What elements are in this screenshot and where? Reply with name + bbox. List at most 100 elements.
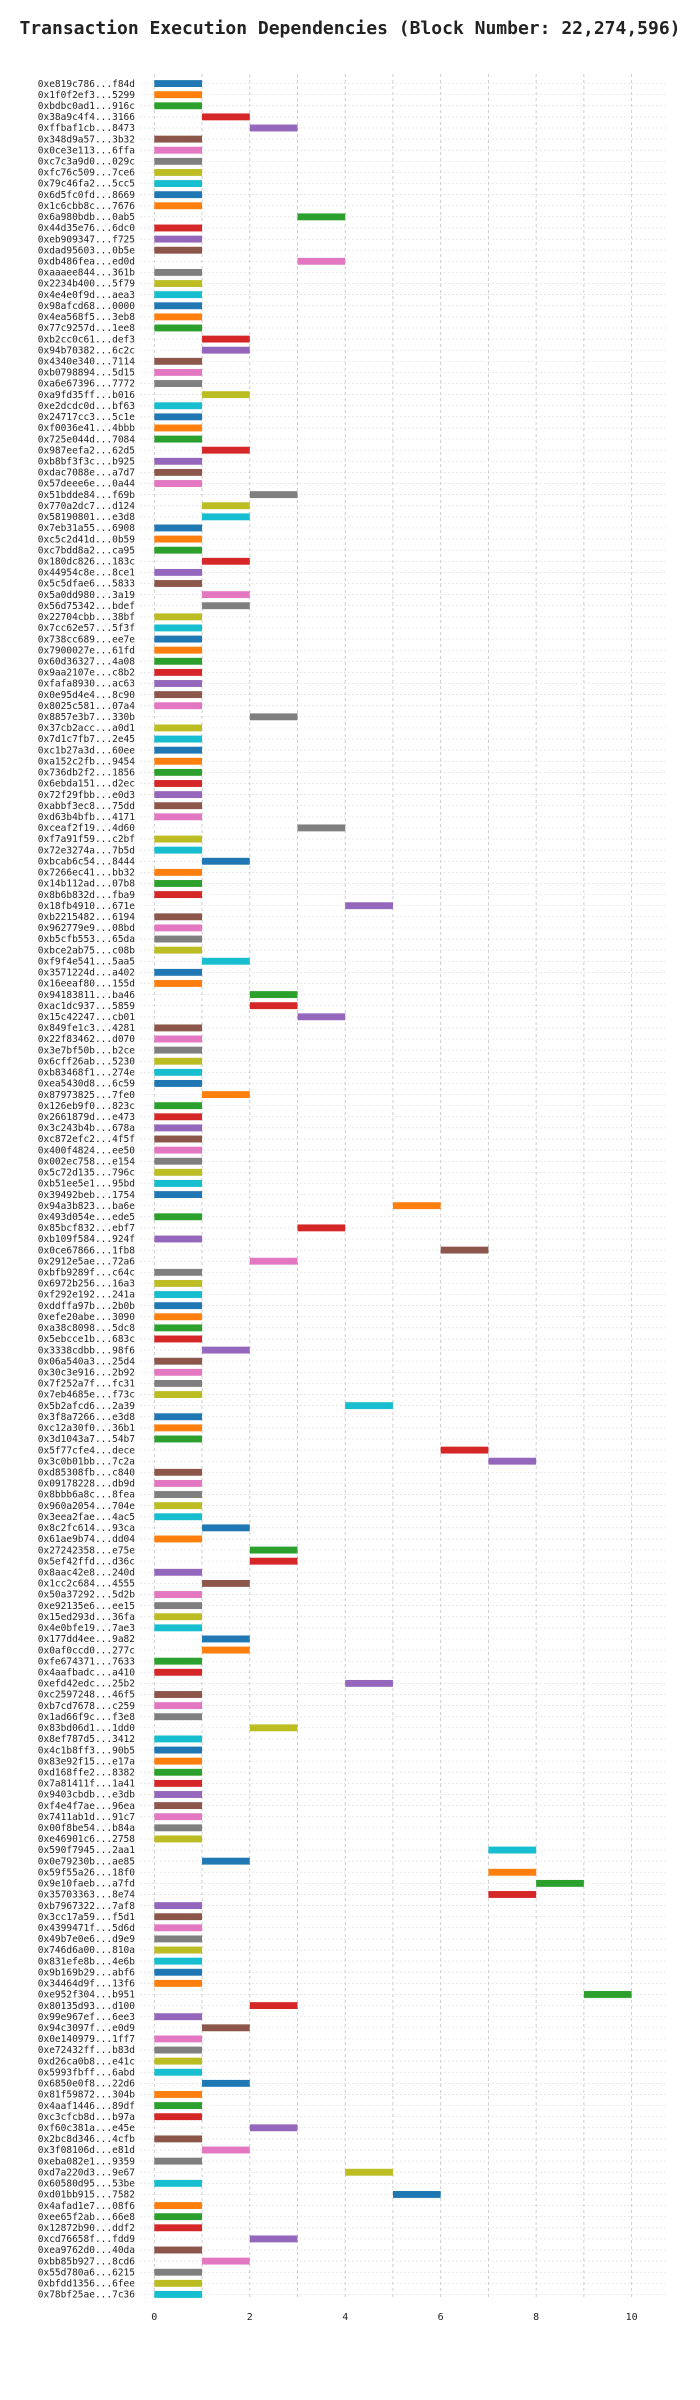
y-tick-label: 0xea5430d8...6c59 [38, 1079, 136, 1090]
y-tick-label: 0x0ce67866...1fb8 [38, 1245, 136, 1256]
y-tick-label: 0xcd76658f...fdd9 [38, 2234, 136, 2245]
y-tick-label: 0xc872efc2...4f5f [38, 1134, 135, 1145]
y-tick-label: 0xf9f4e541...5aa5 [38, 956, 135, 967]
bars-group [154, 80, 632, 2298]
y-tick-label: 0x493d054e...ede5 [38, 1212, 135, 1223]
y-tick-label: 0x1ad66f9c...f3e8 [38, 1712, 136, 1723]
bar-151 [154, 1757, 203, 1765]
y-tick-label: 0x4e4e0f9d...aea3 [38, 290, 135, 301]
y-tick-label: 0x83e92f15...e17a [38, 1756, 135, 1767]
bar-108 [154, 1279, 203, 1287]
y-tick-label: 0xdac7088e...a7d7 [38, 468, 135, 479]
bar-126 [154, 1479, 203, 1487]
y-tick-label: 0xdad95603...0b5e [38, 245, 136, 256]
y-tick-label: 0x400f4824...ee50 [38, 1145, 136, 1156]
y-tick-label: 0x849fe1c3...4281 [38, 1023, 136, 1034]
bar-11 [154, 202, 203, 210]
y-tick-label: 0x6d5fc0fd...8669 [38, 190, 136, 201]
y-tick-label: 0xe46901c6...2758 [38, 1834, 136, 1845]
y-tick-label: 0xd26ca0b8...e41c [38, 2056, 135, 2067]
bar-171 [154, 1979, 203, 1987]
bar-182 [154, 2102, 203, 2110]
bar-15 [154, 246, 203, 254]
bar-158 [154, 1835, 203, 1843]
y-tick-label: 0xfafa8930...ac63 [38, 679, 135, 690]
y-tick-label: 0x4c1b8ff3...90b5 [38, 1745, 135, 1756]
y-tick-label: 0x126eb9f0...823c [38, 1101, 135, 1112]
y-tick-label: 0x3cc17a59...f5d1 [38, 1912, 136, 1923]
bar-141 [202, 1646, 250, 1654]
bar-82 [249, 991, 298, 999]
y-tick-label: 0x0ce3e113...6ffa [38, 145, 135, 156]
y-tick-label: 0x4399471f...5d6d [38, 1923, 135, 1934]
y-tick-label: 0x1f0f2ef3...5299 [38, 90, 136, 101]
y-tick-label: 0xe952f304...b951 [38, 1990, 136, 2001]
bar-80 [154, 968, 203, 976]
y-tick-label: 0x59f55a26...18f0 [38, 1867, 136, 1878]
y-tick-label: 0x16eeaf80...155d [38, 979, 135, 990]
y-tick-label: 0xceaf2f19...4d60 [38, 823, 136, 834]
y-tick-label: 0xefd42edc...25b2 [38, 1679, 135, 1690]
bar-28 [202, 391, 250, 399]
bar-38 [202, 502, 250, 510]
bar-117 [154, 1379, 203, 1387]
bar-57 [249, 713, 298, 721]
bar-40 [154, 524, 203, 532]
y-tick-label: 0x746d6a00...810a [38, 1945, 135, 1956]
bar-13 [154, 224, 203, 232]
bar-10 [154, 191, 203, 199]
y-tick-label: 0x3eea2fae...4ac5 [38, 1512, 135, 1523]
bar-177 [154, 2046, 203, 2054]
y-tick-label: 0x4aaf1446...89df [38, 2101, 135, 2112]
y-tick-label: 0x6972b256...16a3 [38, 1279, 135, 1290]
y-tick-labels: 0xe819c786...f84d0x1f0f2ef3...52990xbdbc… [38, 79, 136, 2301]
bar-87 [154, 1046, 203, 1054]
y-tick-label: 0x39492beb...1754 [38, 1190, 136, 1201]
bar-128 [154, 1502, 203, 1510]
y-tick-label: 0x7f252a7f...fc31 [38, 1379, 136, 1390]
y-tick-label: 0x4ea568f5...3eb8 [38, 312, 136, 323]
y-tick-label: 0xbfb9289f...c64c [38, 1268, 135, 1279]
y-tick-label: 0xaaaee844...361b [38, 268, 136, 279]
y-tick-label: 0x44954c8e...8ce1 [38, 568, 136, 579]
y-tick-label: 0xffbaf1cb...8473 [38, 123, 135, 134]
y-tick-label: 0x8c2fc614...93ca [38, 1523, 135, 1534]
bar-197 [154, 2268, 203, 2276]
bar-104 [154, 1235, 203, 1243]
bar-49 [154, 624, 203, 632]
y-tick-label: 0x55d780a6...6215 [38, 2267, 135, 2278]
bar-8 [154, 168, 203, 176]
y-tick-label: 0x770a2dc7...d124 [38, 501, 136, 512]
bar-98 [154, 1168, 203, 1176]
bar-14 [154, 235, 203, 243]
y-tick-label: 0x5a0dd980...3a19 [38, 590, 136, 601]
y-tick-label: 0x960a2054...704e [38, 1501, 136, 1512]
y-tick-label: 0xc2597248...46f5 [38, 1690, 135, 1701]
bar-72 [154, 880, 203, 887]
y-tick-label: 0x3c0b01bb...7c2a [38, 1456, 135, 1467]
bar-116 [154, 1368, 203, 1376]
bar-133 [249, 1557, 298, 1565]
y-tick-label: 0x51bdde84...f69b [38, 490, 136, 501]
bar-109 [154, 1291, 203, 1298]
bar-99 [154, 1180, 203, 1187]
bar-78 [154, 946, 203, 954]
bar-39 [202, 513, 250, 521]
y-tick-label: 0xf7a91f59...c2bf [38, 834, 135, 845]
bar-179 [154, 2068, 203, 2076]
y-tick-label: 0x34464d9f...13f6 [38, 1979, 136, 1990]
bar-121 [154, 1424, 203, 1432]
bar-189 [154, 2179, 203, 2187]
bar-48 [154, 613, 203, 621]
bar-51 [154, 646, 203, 654]
bar-143 [154, 1668, 203, 1676]
y-tick-label: 0xa9fd35ff...b016 [38, 390, 136, 401]
x-tick-label: 2 [247, 2312, 253, 2323]
bar-96 [154, 1146, 203, 1154]
bar-62 [154, 768, 203, 776]
bar-168 [154, 1946, 203, 1954]
bar-2 [154, 102, 203, 110]
y-tick-label: 0x87973825...7fe0 [38, 1090, 136, 1101]
bar-173 [249, 2002, 298, 2010]
bar-54 [154, 680, 203, 687]
